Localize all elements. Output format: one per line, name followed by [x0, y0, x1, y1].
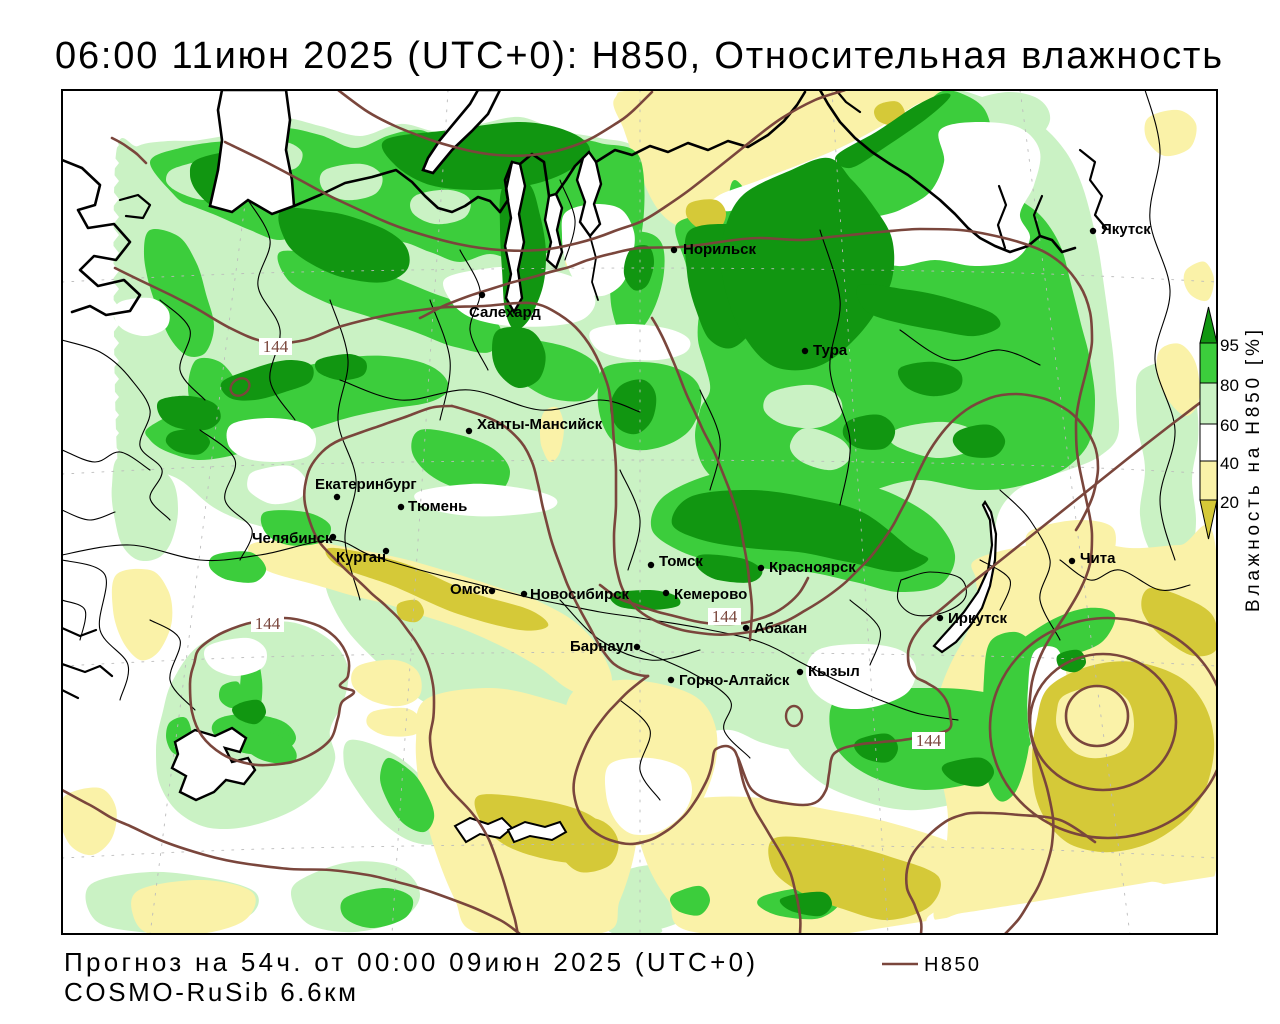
- svg-text:Абакан: Абакан: [754, 620, 807, 637]
- svg-text:Челябинск: Челябинск: [252, 530, 333, 547]
- svg-text:Салехард: Салехард: [469, 304, 541, 321]
- svg-text:60: 60: [1220, 416, 1239, 435]
- svg-text:Курган: Курган: [336, 549, 386, 566]
- svg-text:Кемерово: Кемерово: [674, 586, 747, 603]
- svg-text:Ханты-Мансийск: Ханты-Мансийск: [477, 416, 603, 433]
- svg-text:20: 20: [1220, 493, 1239, 512]
- svg-text:H850: H850: [924, 954, 979, 976]
- svg-text:Тура: Тура: [813, 342, 848, 359]
- svg-text:40: 40: [1220, 454, 1239, 473]
- svg-text:144: 144: [712, 607, 738, 626]
- svg-text:Барнаул: Барнаул: [570, 638, 633, 655]
- svg-text:Прогноз на 54ч. от 00:00 09июн: Прогноз на 54ч. от 00:00 09июн 2025 (UTC…: [64, 947, 755, 977]
- svg-text:Кызыл: Кызыл: [808, 663, 860, 680]
- svg-text:144: 144: [255, 614, 281, 633]
- svg-text:Иркутск: Иркутск: [948, 610, 1007, 627]
- svg-text:Влажность на H850 [%]: Влажность на H850 [%]: [1243, 330, 1264, 612]
- svg-text:Горно-Алтайск: Горно-Алтайск: [679, 672, 790, 689]
- svg-text:Чита: Чита: [1080, 550, 1116, 567]
- svg-text:80: 80: [1220, 376, 1239, 395]
- svg-text:Томск: Томск: [659, 553, 703, 570]
- svg-text:144: 144: [263, 337, 289, 356]
- svg-text:06:00 11июн 2025 (UTC+0): H850: 06:00 11июн 2025 (UTC+0): H850, Относите…: [55, 35, 1222, 77]
- svg-text:144: 144: [916, 731, 942, 750]
- svg-text:Красноярск: Красноярск: [769, 559, 856, 576]
- svg-text:Якутск: Якутск: [1101, 221, 1151, 238]
- svg-text:Екатеринбург: Екатеринбург: [315, 476, 417, 493]
- svg-text:95: 95: [1220, 336, 1239, 355]
- svg-text:Тюмень: Тюмень: [408, 498, 467, 515]
- svg-text:Новосибирск: Новосибирск: [530, 586, 630, 603]
- svg-text:Норильск: Норильск: [683, 241, 756, 258]
- svg-text:COSMO-RuSib 6.6км: COSMO-RuSib 6.6км: [64, 977, 356, 1007]
- svg-text:Омск: Омск: [450, 581, 489, 598]
